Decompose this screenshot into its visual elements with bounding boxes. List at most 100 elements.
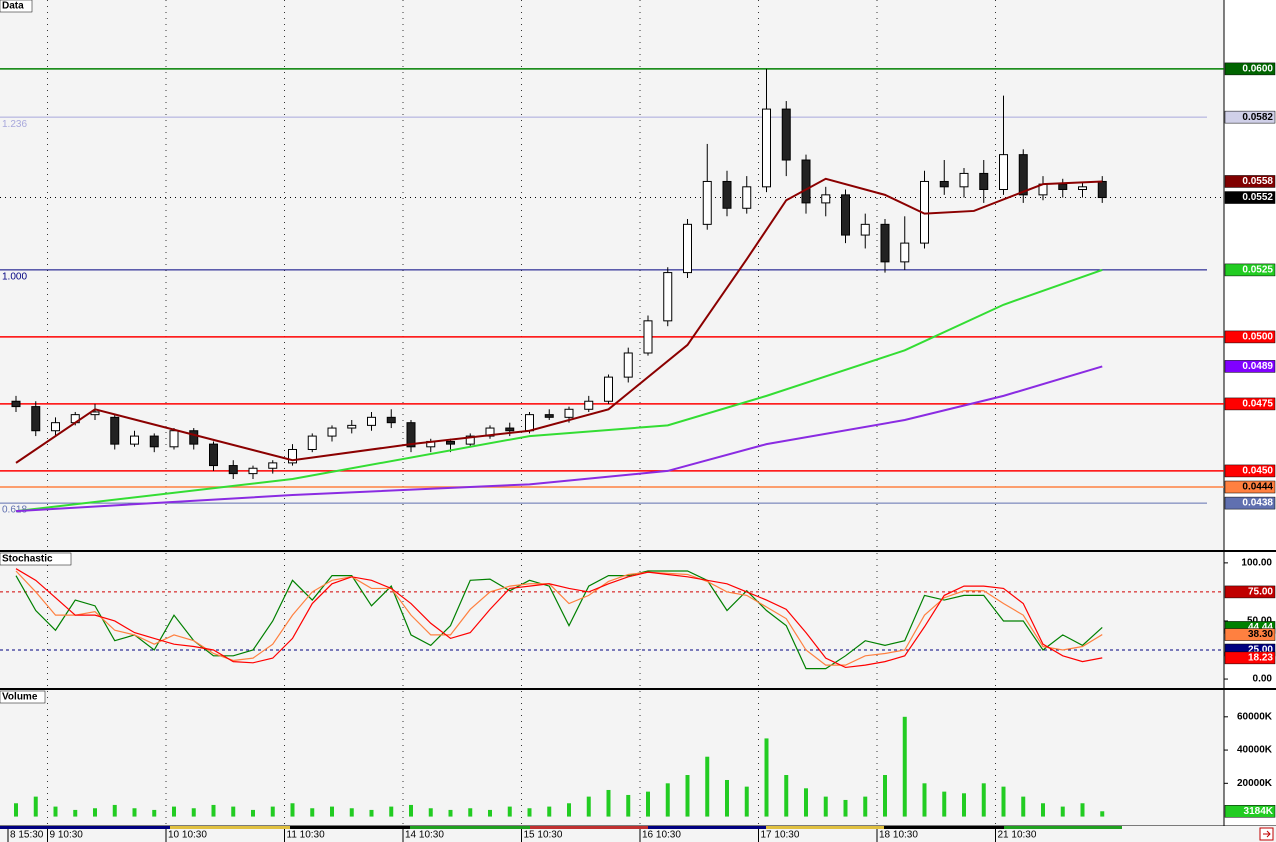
x-tick-label: 17 10:30 — [761, 830, 800, 841]
candle-body — [959, 172, 969, 188]
volume-bar — [112, 804, 117, 817]
volume-bar — [744, 786, 749, 817]
candle-body — [939, 180, 949, 188]
volume-bar — [191, 808, 196, 817]
volume-bar — [1080, 803, 1085, 817]
candle-body — [288, 448, 297, 464]
volume-bar — [962, 793, 966, 817]
value-box-label: 0.0500 — [1242, 332, 1273, 343]
value-box-label: 0.0582 — [1242, 112, 1273, 123]
candle-body — [446, 440, 455, 445]
candle-body — [130, 435, 139, 445]
x-tick-label: 10 10:30 — [168, 830, 207, 841]
candle-body — [643, 320, 653, 354]
value-box — [1224, 585, 1276, 599]
volume-bar — [547, 806, 552, 817]
panel-title: Stochastic — [2, 554, 53, 565]
volume-bar — [1060, 806, 1065, 817]
y-tick-label: 40000K — [1237, 745, 1273, 756]
volume-bar — [567, 803, 571, 817]
value-box — [1224, 496, 1276, 510]
candle-body — [821, 194, 831, 204]
volume-bar — [73, 809, 78, 817]
candle-body — [149, 435, 159, 448]
value-box — [1224, 110, 1276, 124]
panel-title: Volume — [2, 692, 38, 703]
value-box-label: 0.0600 — [1242, 64, 1273, 75]
level-label: 1.000 — [2, 272, 27, 283]
volume-bar — [981, 783, 986, 817]
candle-body — [584, 400, 594, 410]
candle-body — [268, 462, 278, 469]
volume-bar — [646, 791, 650, 817]
volume-bar — [488, 809, 492, 817]
candle-body — [347, 424, 357, 429]
volume-bar — [586, 796, 591, 817]
candle-body — [1078, 186, 1087, 190]
candle-body — [505, 427, 515, 432]
volume-bar — [942, 791, 947, 817]
candle-body — [623, 352, 633, 378]
value-box-label: 75.00 — [1248, 587, 1273, 598]
candle-body — [742, 186, 752, 209]
y-tick-label: 60000K — [1237, 711, 1273, 722]
x-tick-label: 15 10:30 — [524, 830, 563, 841]
volume-bar — [685, 775, 690, 817]
candle-body — [860, 223, 870, 236]
volume-bar — [922, 783, 927, 817]
value-box — [1224, 360, 1276, 373]
plot-background — [0, 0, 1224, 826]
candle-body — [801, 159, 811, 204]
volume-bar — [804, 788, 808, 817]
x-tick-label: 11 10:30 — [287, 830, 326, 841]
candle-body — [604, 376, 613, 402]
value-box-label: 25.00 — [1248, 645, 1273, 656]
stochastic-line — [15, 570, 1103, 666]
value-box-label: 0.0438 — [1242, 498, 1273, 509]
candle-body — [525, 414, 534, 432]
value-box-label: 0.0444 — [1242, 482, 1273, 493]
x-tick-label: 9 10:30 — [50, 830, 84, 841]
session-strip — [884, 826, 1004, 829]
candle-body — [209, 443, 218, 467]
candle-body — [465, 435, 475, 445]
volume-bar — [152, 809, 157, 817]
volume-bar — [290, 803, 295, 817]
volume-bar — [14, 803, 18, 817]
y-tick-label: 50.00 — [1247, 616, 1272, 627]
candle-body — [228, 465, 238, 475]
volume-bar — [33, 796, 38, 817]
volume-bar — [409, 804, 413, 817]
value-box — [1224, 175, 1276, 188]
candle-body — [51, 422, 60, 432]
level-label: 1.236 — [2, 119, 27, 130]
volume-bar — [527, 808, 532, 817]
x-tick-label: 18 10:30 — [879, 830, 918, 841]
candle-body — [841, 194, 850, 236]
candle-body — [544, 414, 554, 418]
candle-body — [564, 408, 574, 418]
y-tick-label: 20000K — [1237, 778, 1273, 789]
session-strip — [0, 826, 170, 829]
volume-bar — [310, 808, 315, 817]
volume-bar — [132, 808, 137, 817]
session-strip — [766, 826, 884, 829]
candle-body — [663, 272, 673, 322]
value-box-label: 0.0558 — [1242, 176, 1273, 187]
panel-title-box — [0, 690, 46, 704]
volume-bar — [251, 809, 255, 817]
session-strip — [530, 826, 648, 829]
candle-body — [979, 172, 989, 190]
volume-bar — [764, 738, 769, 817]
session-strip — [290, 826, 410, 829]
stochastic-line — [15, 568, 1103, 669]
candle-body — [900, 242, 910, 263]
volume-bar — [369, 809, 374, 817]
time-axis — [0, 826, 1276, 842]
volume-bar — [349, 808, 354, 817]
candle-body — [722, 180, 732, 209]
x-tick-label: 21 10:30 — [998, 830, 1037, 841]
volume-bar — [606, 789, 611, 817]
session-strip — [170, 826, 290, 829]
